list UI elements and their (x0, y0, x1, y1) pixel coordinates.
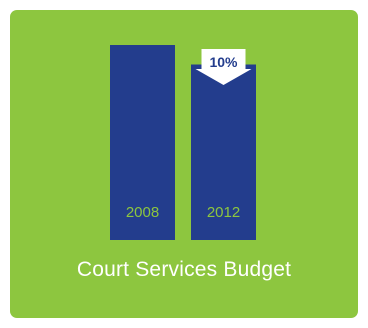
decrease-arrow-icon (195, 49, 252, 85)
chart-card: 2008 2012 10% Court Services Budget (10, 10, 358, 318)
chart-title: Court Services Budget (76, 258, 292, 281)
bar-2008 (110, 45, 175, 240)
bar-2012 (191, 64, 256, 240)
decrease-percent-label: 10% (209, 54, 238, 70)
bar-label-2012: 2012 (207, 204, 240, 221)
bar-chart: 2008 2012 10% (110, 45, 256, 240)
bar-label-2008: 2008 (126, 204, 159, 221)
